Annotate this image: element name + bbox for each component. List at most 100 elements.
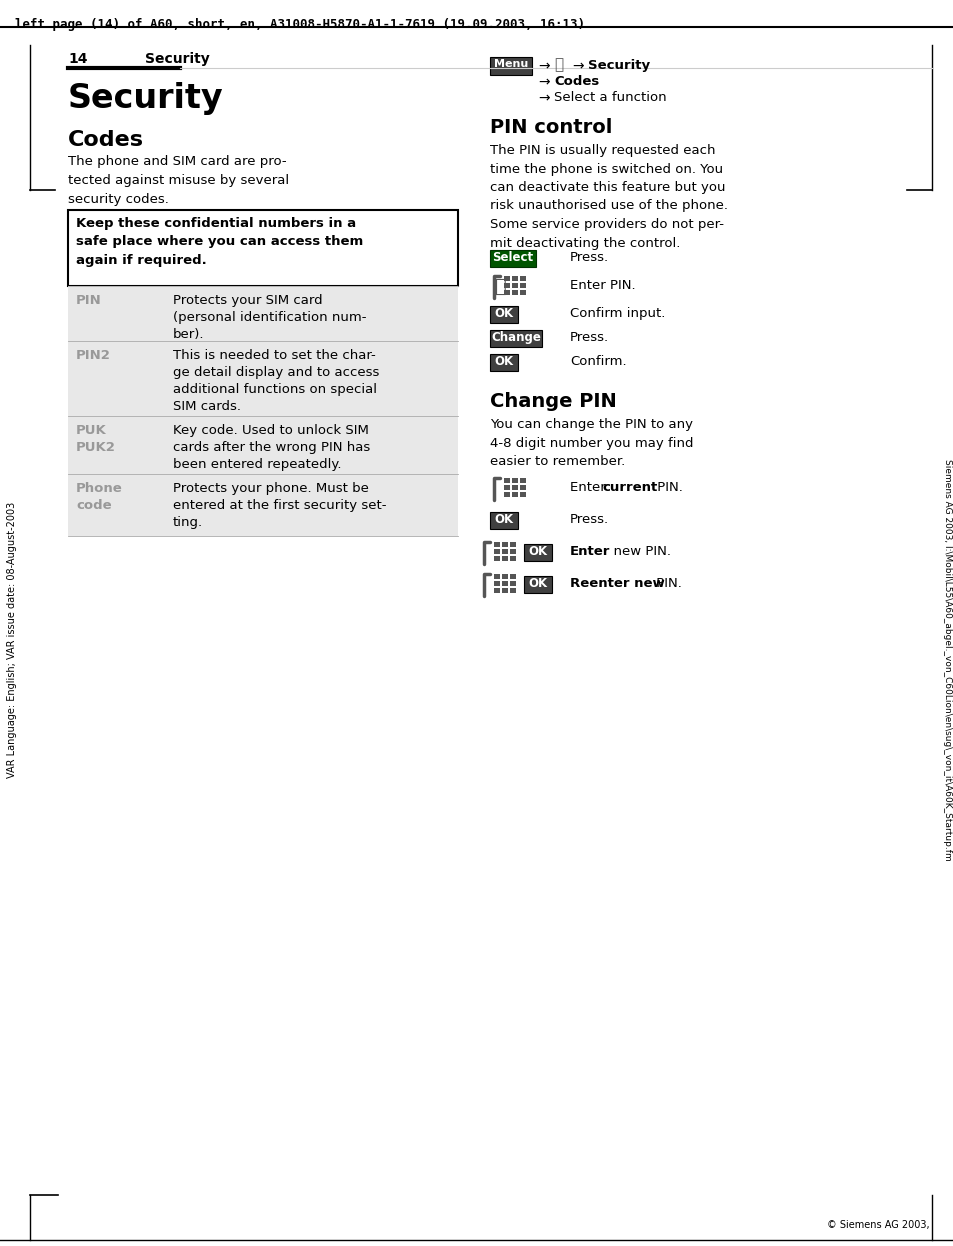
Text: Keep these confidential numbers in a
safe place where you can access them
again : Keep these confidential numbers in a saf…	[76, 217, 363, 267]
Text: PIN.: PIN.	[652, 481, 682, 493]
Text: PIN: PIN	[76, 294, 102, 307]
Text: →: →	[537, 75, 549, 88]
Text: Key code. Used to unlock SIM
cards after the wrong PIN has
been entered repeated: Key code. Used to unlock SIM cards after…	[172, 424, 370, 471]
Text: Menu: Menu	[494, 59, 528, 69]
Text: PIN.: PIN.	[651, 577, 681, 591]
Text: PUK
PUK2: PUK PUK2	[76, 424, 115, 454]
Bar	[501, 574, 507, 579]
Text: VAR Language: English; VAR issue date: 08-August-2003: VAR Language: English; VAR issue date: 0…	[7, 502, 17, 778]
Bar	[68, 211, 457, 287]
Bar	[519, 492, 525, 497]
Bar	[68, 416, 457, 473]
Bar	[494, 549, 499, 554]
Bar	[510, 581, 516, 586]
Text: 14: 14	[68, 52, 88, 66]
Text: OK: OK	[528, 577, 547, 591]
Bar	[490, 57, 532, 75]
Text: Select: Select	[492, 250, 533, 264]
Bar	[512, 290, 517, 295]
Bar	[512, 492, 517, 497]
Text: Codes: Codes	[554, 75, 598, 88]
Text: Protects your phone. Must be
entered at the first security set-
ting.: Protects your phone. Must be entered at …	[172, 482, 386, 530]
Text: Change: Change	[491, 331, 540, 344]
Text: Security: Security	[587, 59, 649, 72]
Bar	[503, 485, 510, 490]
Text: Enter PIN.: Enter PIN.	[569, 279, 635, 292]
Text: Phone
code: Phone code	[76, 482, 123, 512]
Bar	[501, 542, 507, 547]
Bar	[501, 588, 507, 593]
Text: OK: OK	[494, 355, 513, 368]
Text: Codes: Codes	[68, 130, 144, 150]
Bar	[501, 549, 507, 554]
Text: Protects your SIM card
(personal identification num-
ber).: Protects your SIM card (personal identif…	[172, 294, 366, 341]
Bar	[68, 287, 457, 341]
Bar	[503, 283, 510, 288]
Bar	[490, 250, 536, 267]
Bar	[503, 290, 510, 295]
Bar	[494, 542, 499, 547]
Text: Press.: Press.	[569, 331, 608, 344]
Text: © Siemens AG 2003,: © Siemens AG 2003,	[826, 1220, 929, 1230]
Bar	[494, 556, 499, 561]
Bar	[510, 574, 516, 579]
Text: 🔧: 🔧	[554, 57, 562, 72]
Bar	[510, 556, 516, 561]
Bar	[512, 277, 517, 282]
Text: current: current	[601, 481, 657, 493]
Bar	[494, 574, 499, 579]
Bar	[68, 473, 457, 536]
Bar	[510, 588, 516, 593]
Text: left page (14) of A60, short, en, A31008-H5870-A1-1-7619 (19.09.2003, 16:13): left page (14) of A60, short, en, A31008…	[15, 17, 584, 31]
Bar	[490, 330, 541, 346]
Bar	[519, 485, 525, 490]
Text: Security: Security	[145, 52, 210, 66]
Text: You can change the PIN to any
4-8 digit number you may find
easier to remember.: You can change the PIN to any 4-8 digit …	[490, 417, 693, 468]
Text: →: →	[572, 59, 583, 74]
Bar	[519, 290, 525, 295]
Bar	[68, 341, 457, 416]
Text: The phone and SIM card are pro-
tected against misuse by several
security codes.: The phone and SIM card are pro- tected a…	[68, 155, 289, 206]
Text: →: →	[537, 91, 549, 105]
Text: new PIN.: new PIN.	[604, 545, 670, 558]
Text: OK: OK	[494, 513, 513, 526]
Text: Confirm.: Confirm.	[569, 355, 626, 368]
Bar	[494, 581, 499, 586]
Bar	[512, 283, 517, 288]
Bar	[503, 478, 510, 483]
Bar	[523, 545, 552, 561]
Text: Press.: Press.	[569, 250, 608, 264]
Bar	[512, 478, 517, 483]
Text: Confirm input.: Confirm input.	[569, 307, 664, 320]
Text: This is needed to set the char-
ge detail display and to access
additional funct: This is needed to set the char- ge detai…	[172, 349, 379, 412]
Text: OK: OK	[494, 307, 513, 320]
Bar	[510, 549, 516, 554]
Bar	[490, 354, 517, 371]
Bar	[512, 485, 517, 490]
Text: OK: OK	[528, 545, 547, 558]
Bar	[503, 277, 510, 282]
Bar	[490, 512, 517, 530]
Bar	[494, 588, 499, 593]
Text: PIN2: PIN2	[76, 349, 111, 363]
Text: The PIN is usually requested each
time the phone is switched on. You
can deactiv: The PIN is usually requested each time t…	[490, 145, 727, 249]
Text: Select a function: Select a function	[554, 91, 666, 103]
Text: 📱: 📱	[495, 277, 506, 295]
Bar	[523, 576, 552, 593]
Text: Siemens AG 2003, I:\Mobil\L55\A60_abgel._von_C60Lion\en\sug\_von_it\A60K_Startup: Siemens AG 2003, I:\Mobil\L55\A60_abgel.…	[943, 459, 951, 861]
Bar	[519, 478, 525, 483]
Text: Change PIN: Change PIN	[490, 392, 616, 411]
Text: PIN control: PIN control	[490, 118, 612, 137]
Bar	[519, 283, 525, 288]
Bar	[501, 556, 507, 561]
Text: →: →	[537, 59, 549, 74]
Bar	[490, 307, 517, 323]
Bar	[510, 542, 516, 547]
Text: Enter: Enter	[569, 545, 610, 558]
Bar	[503, 492, 510, 497]
Text: Enter: Enter	[569, 481, 609, 493]
Text: Security: Security	[68, 82, 223, 115]
Bar	[501, 581, 507, 586]
Text: Press.: Press.	[569, 513, 608, 526]
Bar	[519, 277, 525, 282]
